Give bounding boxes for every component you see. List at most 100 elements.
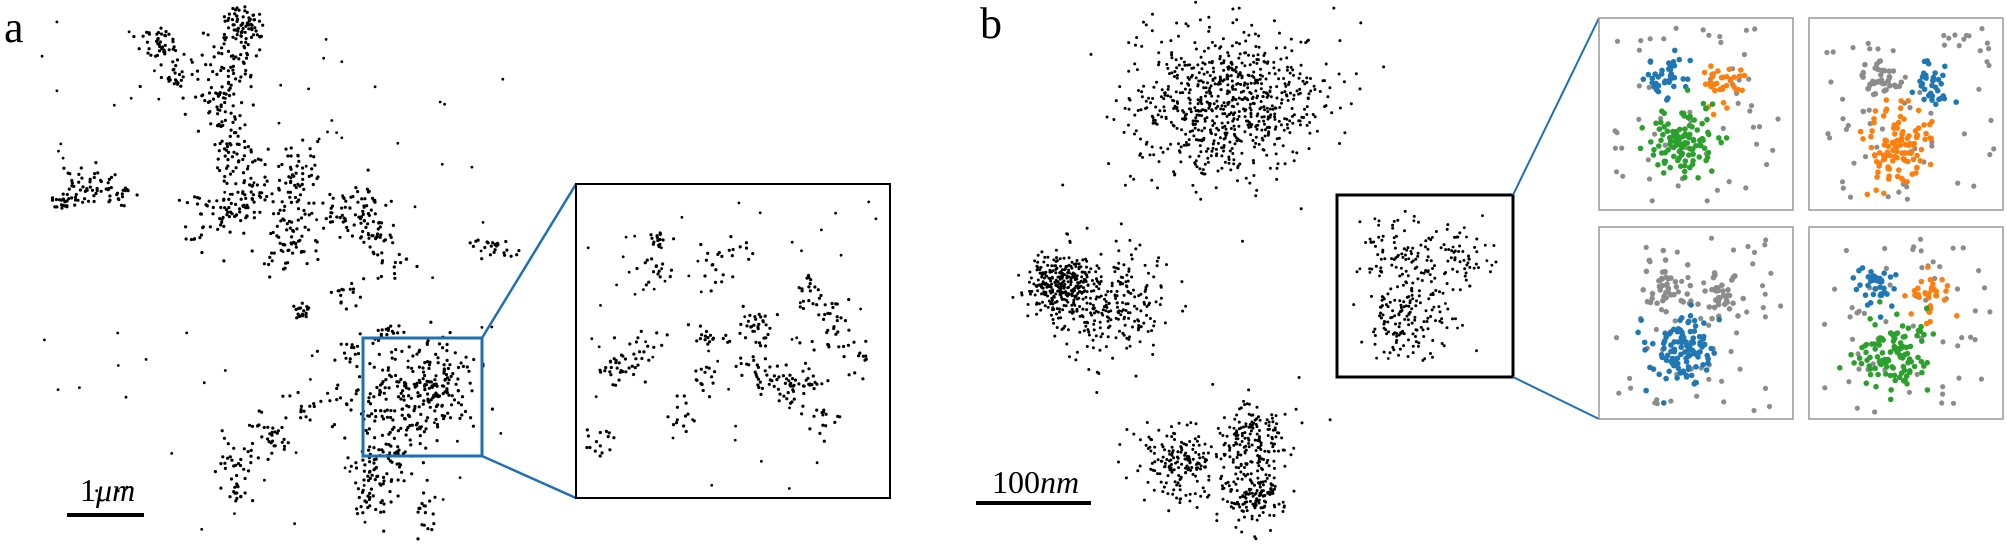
inset-localization-point: [787, 487, 791, 490]
localization-point: [1272, 60, 1276, 64]
localization-point: [1189, 107, 1192, 111]
localization-point: [236, 134, 240, 138]
localization-point: [335, 215, 339, 219]
localization-point: [231, 68, 235, 72]
localization-point: [207, 91, 212, 95]
localization-point: [505, 248, 509, 252]
localization-point: [60, 206, 64, 210]
noise-point: [1636, 116, 1642, 122]
localization-point: [330, 220, 335, 224]
localization-point: [381, 368, 385, 372]
localization-point: [1168, 452, 1172, 456]
localization-point: [1243, 515, 1246, 519]
localization-point: [177, 198, 181, 202]
localization-point: [277, 164, 281, 168]
cluster-point: [1709, 168, 1715, 174]
localization-point: [1275, 177, 1279, 181]
localization-point: [1196, 138, 1200, 142]
localization-point: [383, 409, 387, 413]
localization-point: [1233, 128, 1237, 131]
localization-point: [480, 326, 484, 329]
localization-point: [1216, 94, 1220, 98]
selection-point: [1451, 245, 1455, 249]
noise-point: [1846, 379, 1852, 385]
localization-point: [258, 12, 262, 16]
localization-point: [1197, 443, 1201, 447]
localization-point: [1033, 293, 1037, 297]
localization-point: [415, 421, 419, 425]
localization-point: [1173, 172, 1177, 176]
inset-localization-point: [590, 337, 594, 341]
localization-point: [215, 166, 220, 170]
localization-point: [201, 31, 205, 35]
cluster-point: [1678, 163, 1684, 169]
localization-point: [237, 8, 241, 12]
localization-point: [1105, 306, 1109, 309]
localization-point: [80, 176, 84, 180]
localization-point: [177, 72, 182, 77]
inset-localization-point: [757, 312, 761, 316]
cluster-point: [1693, 379, 1699, 386]
cluster-point: [1875, 169, 1881, 175]
localization-point: [253, 159, 257, 163]
localization-point: [436, 395, 440, 399]
inset-localization-point: [730, 254, 734, 258]
localization-point: [1061, 274, 1064, 278]
localization-point: [292, 304, 296, 308]
localization-point: [1194, 47, 1198, 51]
localization-point: [1095, 391, 1099, 394]
localization-point: [1179, 475, 1183, 479]
localization-point: [1055, 326, 1059, 329]
localization-point: [349, 398, 354, 402]
cluster-point: [1933, 288, 1940, 295]
noise-point: [1955, 343, 1961, 349]
cluster-panel-frame: [1808, 226, 2004, 420]
inset-localization-point: [807, 299, 811, 303]
cluster-point: [1919, 338, 1925, 345]
localization-point: [239, 75, 243, 79]
localization-point: [1229, 61, 1233, 65]
localization-point: [1212, 102, 1216, 106]
cluster-point: [1727, 77, 1734, 84]
localization-point: [1053, 334, 1057, 338]
cluster-point: [1700, 137, 1706, 143]
inset-localization-point: [720, 254, 724, 258]
inset-localization-point: [864, 339, 868, 343]
localization-point: [1169, 142, 1173, 146]
inset-localization-point: [739, 322, 743, 326]
localization-point: [1195, 113, 1199, 117]
localization-point: [243, 9, 247, 13]
localization-point: [1168, 459, 1171, 463]
localization-point: [428, 405, 432, 409]
localization-point: [172, 67, 176, 71]
localization-point: [1095, 370, 1099, 374]
cluster-point: [1689, 161, 1696, 168]
localization-point: [1268, 107, 1272, 111]
localization-point: [257, 409, 261, 413]
inset-localization-point: [733, 438, 737, 442]
localization-point: [1101, 332, 1104, 336]
localization-point: [231, 64, 235, 68]
inset-localization-point: [627, 366, 631, 370]
localization-point: [339, 293, 343, 297]
inset-localization-point: [706, 336, 710, 340]
selection-point: [1424, 245, 1427, 249]
localization-point: [1063, 324, 1067, 328]
localization-point: [343, 466, 347, 470]
localization-point: [335, 386, 339, 391]
localization-point: [1194, 159, 1198, 163]
localization-point: [1260, 82, 1263, 86]
inset-localization-point: [764, 336, 768, 340]
localization-point: [266, 425, 270, 429]
selection-point: [1382, 350, 1386, 354]
localization-point: [226, 442, 230, 446]
localization-point: [1051, 298, 1054, 302]
localization-point: [288, 190, 293, 194]
localization-point: [326, 391, 330, 395]
cluster-point: [1674, 361, 1680, 367]
localization-point: [239, 457, 243, 462]
localization-point: [1224, 127, 1228, 131]
localization-point: [1255, 114, 1259, 118]
inset-localization-point: [808, 282, 812, 286]
localization-point: [1220, 166, 1224, 170]
